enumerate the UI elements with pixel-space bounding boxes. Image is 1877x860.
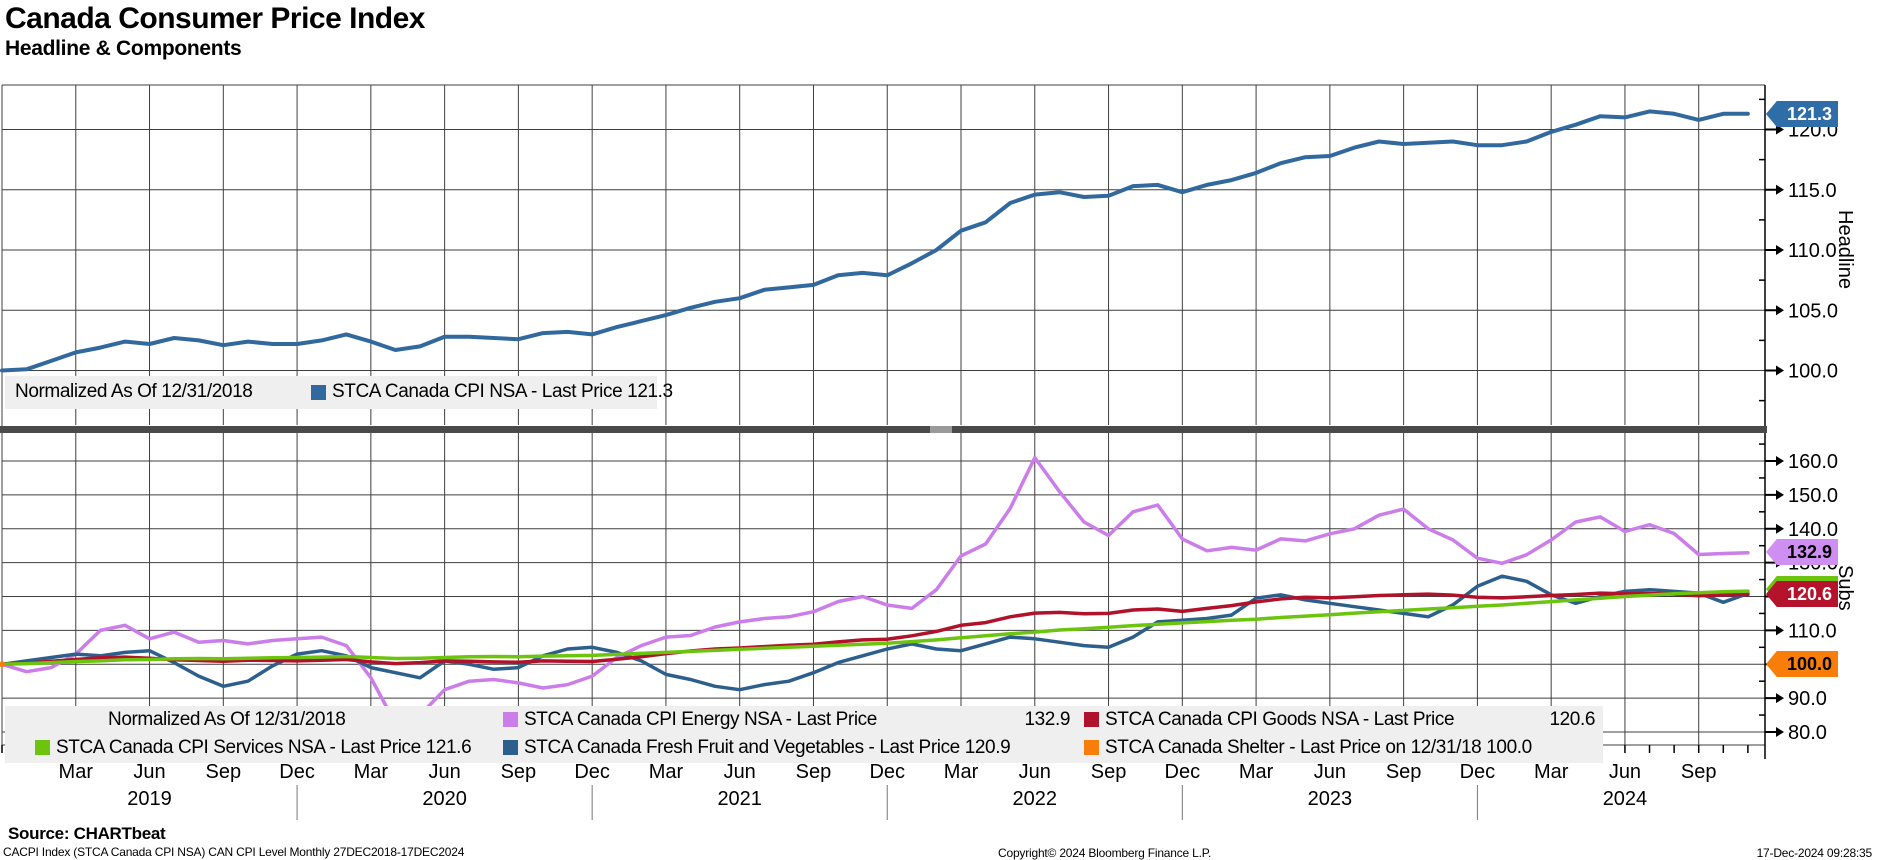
x-tick-label: Jun — [724, 761, 756, 783]
headline-series-label[interactable]: STCA Canada CPI NSA - Last Price 121.3 — [332, 381, 673, 402]
x-tick-label: Jun — [1314, 761, 1346, 783]
goods-swatch-icon — [1084, 712, 1099, 727]
y-tick-label: 160.0 — [1788, 451, 1838, 473]
y-tick-label: 90.0 — [1788, 688, 1827, 710]
energy-legend-label[interactable]: STCA Canada CPI Energy NSA - Last Price — [524, 709, 877, 730]
energy-last-price-badge[interactable]: 132.9 — [1766, 539, 1838, 565]
components-normalized-label: Normalized As Of 12/31/2018 — [108, 709, 346, 730]
shelter-last-price-badge[interactable]: 100.0 — [1766, 651, 1838, 677]
x-tick-label: Mar — [1239, 761, 1274, 783]
x-year-label: 2024 — [1603, 788, 1648, 810]
timestamp: 17-Dec-2024 09:28:35 — [1756, 846, 1873, 860]
x-tick-label: Sep — [1091, 761, 1127, 783]
x-year-label: 2021 — [717, 788, 762, 810]
x-tick-label: Dec — [869, 761, 905, 783]
x-year-label: 2022 — [1013, 788, 1058, 810]
x-year-label: 2023 — [1308, 788, 1353, 810]
y-tick-label: 150.0 — [1788, 485, 1838, 507]
goods-legend-value: 120.6 — [1549, 709, 1595, 730]
x-tick-label: Sep — [1386, 761, 1422, 783]
goods-last-price-badge[interactable]: 120.6 — [1766, 581, 1838, 607]
ffv-swatch-icon — [503, 740, 518, 755]
x-tick-label: Sep — [206, 761, 242, 783]
x-tick-label: Mar — [944, 761, 979, 783]
headline-legend-band: Normalized As Of 12/31/2018 STCA Canada … — [5, 376, 673, 409]
x-year-label: 2019 — [127, 788, 172, 810]
x-tick-label: Mar — [354, 761, 389, 783]
x-tick-label: Jun — [428, 761, 460, 783]
services-legend-label[interactable]: STCA Canada CPI Services NSA - Last Pric… — [56, 737, 472, 758]
y-tick-label: 100.0 — [1788, 361, 1838, 383]
x-tick-label: Dec — [279, 761, 315, 783]
headline-axis-label: Headline — [1834, 210, 1856, 289]
page-subtitle: Headline & Components — [5, 37, 242, 60]
energy-legend-value: 132.9 — [1024, 709, 1070, 730]
x-tick-label: Jun — [1609, 761, 1641, 783]
x-tick-label: Dec — [1460, 761, 1496, 783]
services-swatch-icon — [35, 740, 50, 755]
page-title: Canada Consumer Price Index — [5, 2, 425, 35]
components-legend-band: Normalized As Of 12/31/2018 STCA Canada … — [5, 706, 1603, 763]
x-tick-label: Jun — [133, 761, 165, 783]
y-tick-label: 140.0 — [1788, 519, 1838, 541]
x-tick-label: Mar — [59, 761, 94, 783]
source-label: Source: CHARTbeat — [8, 824, 166, 843]
ticker-description: CACPI Index (STCA Canada CPI NSA) CAN CP… — [3, 845, 465, 859]
x-tick-label: Sep — [501, 761, 537, 783]
x-tick-label: Dec — [574, 761, 610, 783]
copyright-notice: Copyright© 2024 Bloomberg Finance L.P. — [998, 846, 1212, 860]
y-tick-label: 105.0 — [1788, 300, 1838, 322]
x-year-label: 2020 — [422, 788, 467, 810]
y-tick-label: 115.0 — [1788, 180, 1837, 202]
panel-splitter-handle — [930, 426, 952, 433]
headline-normalized-label: Normalized As Of 12/31/2018 — [15, 381, 253, 402]
ffv-legend-label[interactable]: STCA Canada Fresh Fruit and Vegetables -… — [524, 737, 1011, 758]
shelter-legend-label[interactable]: STCA Canada Shelter - Last Price on 12/3… — [1105, 737, 1532, 758]
headline-last-price-badge[interactable]: 121.3 — [1766, 101, 1838, 127]
y-tick-label: 110.0 — [1788, 620, 1837, 642]
x-tick-label: Dec — [1165, 761, 1201, 783]
x-tick-label: Sep — [1681, 761, 1717, 783]
y-tick-label: 110.0 — [1788, 240, 1837, 262]
shelter-swatch-icon — [1084, 740, 1099, 755]
goods-legend-label[interactable]: STCA Canada CPI Goods NSA - Last Price — [1105, 709, 1455, 730]
x-tick-label: Jun — [1019, 761, 1051, 783]
x-tick-label: Sep — [796, 761, 832, 783]
x-tick-label: Mar — [1534, 761, 1569, 783]
energy-swatch-icon — [503, 712, 518, 727]
headline-series-swatch-icon — [311, 385, 326, 400]
x-tick-label: Mar — [649, 761, 684, 783]
y-tick-label: 80.0 — [1788, 722, 1827, 744]
